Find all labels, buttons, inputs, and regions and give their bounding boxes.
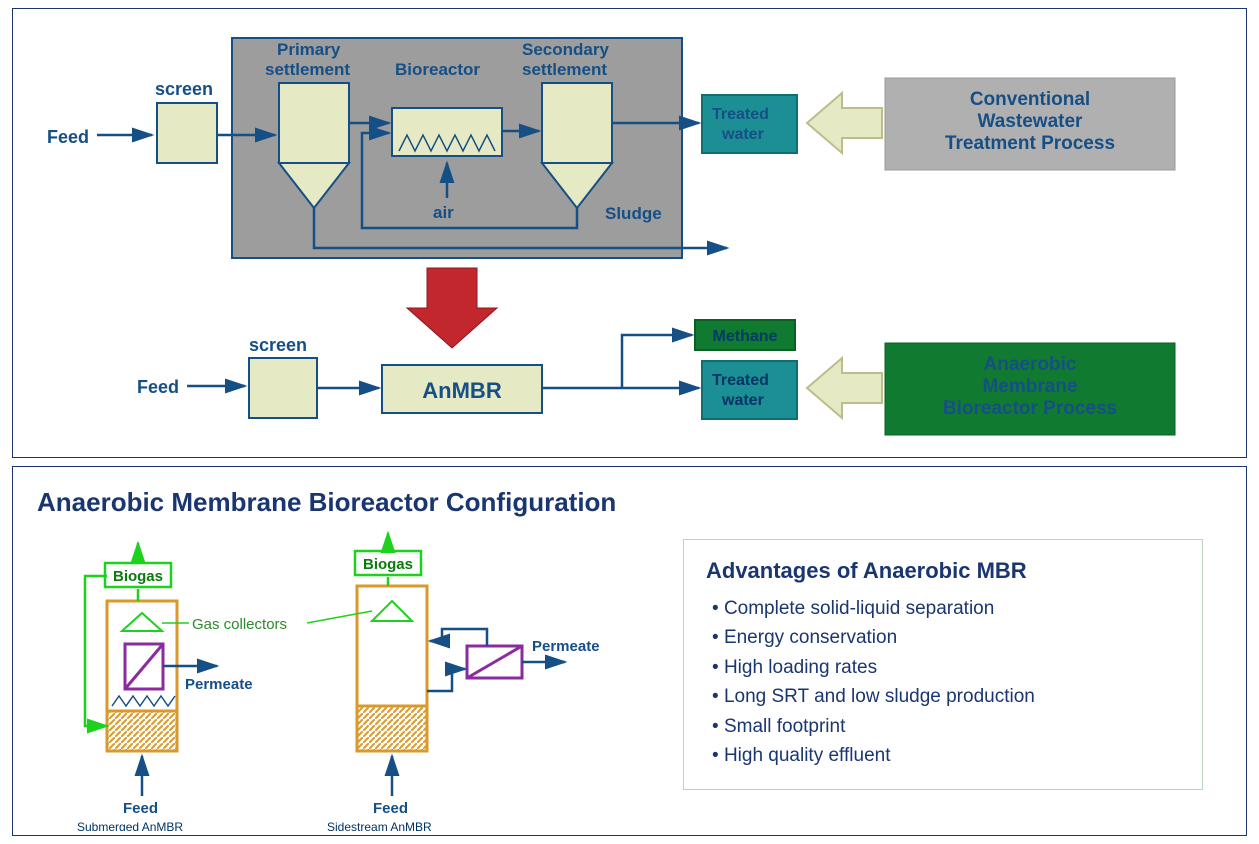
callout-arrow-2 <box>807 358 882 418</box>
advantages-title: Advantages of Anaerobic MBR <box>706 558 1180 584</box>
feed-label-2: Feed <box>137 377 179 397</box>
treated-water-box-2 <box>702 361 797 419</box>
anmbr-label: AnMBR <box>422 378 502 403</box>
config-title: Anaerobic Membrane Bioreactor Configurat… <box>37 487 616 517</box>
treated-l1: Treated <box>712 106 769 123</box>
permeate-label-2: Permeate <box>532 638 600 655</box>
bioreactor-label: Bioreactor <box>395 60 480 79</box>
treated-water-box-1 <box>702 95 797 153</box>
secondary-label-l1: Secondary <box>522 40 609 59</box>
primary-label-l1: Primary <box>277 40 341 59</box>
callout-arrow-1 <box>807 93 882 153</box>
adv-item: Energy conservation <box>712 623 1180 652</box>
red-arrow <box>407 268 497 348</box>
advantages-box: Advantages of Anaerobic MBR Complete sol… <box>683 539 1203 790</box>
feed-label-sub: Feed <box>123 800 158 817</box>
process-diagram: Feed screen Primary settlement Bioreacto… <box>27 23 1232 443</box>
bioreactor-box <box>392 108 502 156</box>
submerged-anmbr: Biogas Permeate Feed Submerged AnMBR Gas… <box>77 543 287 831</box>
screen-label-2: screen <box>249 335 307 355</box>
adv-item: High loading rates <box>712 653 1180 682</box>
conv-t3: Treatment Process <box>945 133 1115 154</box>
anmbr-t3: Bioreactor Process <box>943 398 1117 419</box>
adv-item: Small footprint <box>712 712 1180 741</box>
treated-l2: water <box>721 126 764 143</box>
secondary-label-l2: settlement <box>522 60 607 79</box>
permeate-label-1: Permeate <box>185 676 253 693</box>
adv-item: Complete solid-liquid separation <box>712 594 1180 623</box>
gas-collectors-label: Gas collectors <box>192 616 287 633</box>
arrow-anmbr-methane <box>622 335 692 388</box>
anmbr-t2: Membrane <box>982 376 1077 397</box>
adv-item: Long SRT and low sludge production <box>712 682 1180 711</box>
sidestream-caption: Sidestream AnMBR <box>327 820 432 831</box>
process-comparison-panel: Feed screen Primary settlement Bioreacto… <box>12 8 1247 458</box>
adv-item: High quality effluent <box>712 741 1180 770</box>
methane-label: Methane <box>713 328 778 345</box>
process-svg: Feed screen Primary settlement Bioreacto… <box>27 23 1237 443</box>
screen-box-1 <box>157 103 217 163</box>
treated2-l1: Treated <box>712 372 769 389</box>
advantages-list: Complete solid-liquid separation Energy … <box>706 594 1180 771</box>
configuration-panel: Anaerobic Membrane Bioreactor Configurat… <box>12 466 1247 836</box>
biogas-label-1: Biogas <box>113 568 163 585</box>
submerged-caption: Submerged AnMBR <box>77 820 183 831</box>
treated2-l2: water <box>721 392 764 409</box>
sludge-label: Sludge <box>605 204 662 223</box>
feed-label-1: Feed <box>47 127 89 147</box>
screen-box-2 <box>249 358 317 418</box>
anmbr-t1: Anaerobic <box>984 354 1077 375</box>
conv-t1: Conventional <box>970 89 1090 110</box>
biogas-label-2: Biogas <box>363 556 413 573</box>
screen-label-1: screen <box>155 79 213 99</box>
sidestream-anmbr: Biogas Permeate Feed Sidestream AnMBR <box>307 533 600 831</box>
feed-label-side: Feed <box>373 800 408 817</box>
air-label: air <box>433 203 454 222</box>
primary-label-l2: settlement <box>265 60 350 79</box>
conv-t2: Wastewater <box>978 111 1083 132</box>
